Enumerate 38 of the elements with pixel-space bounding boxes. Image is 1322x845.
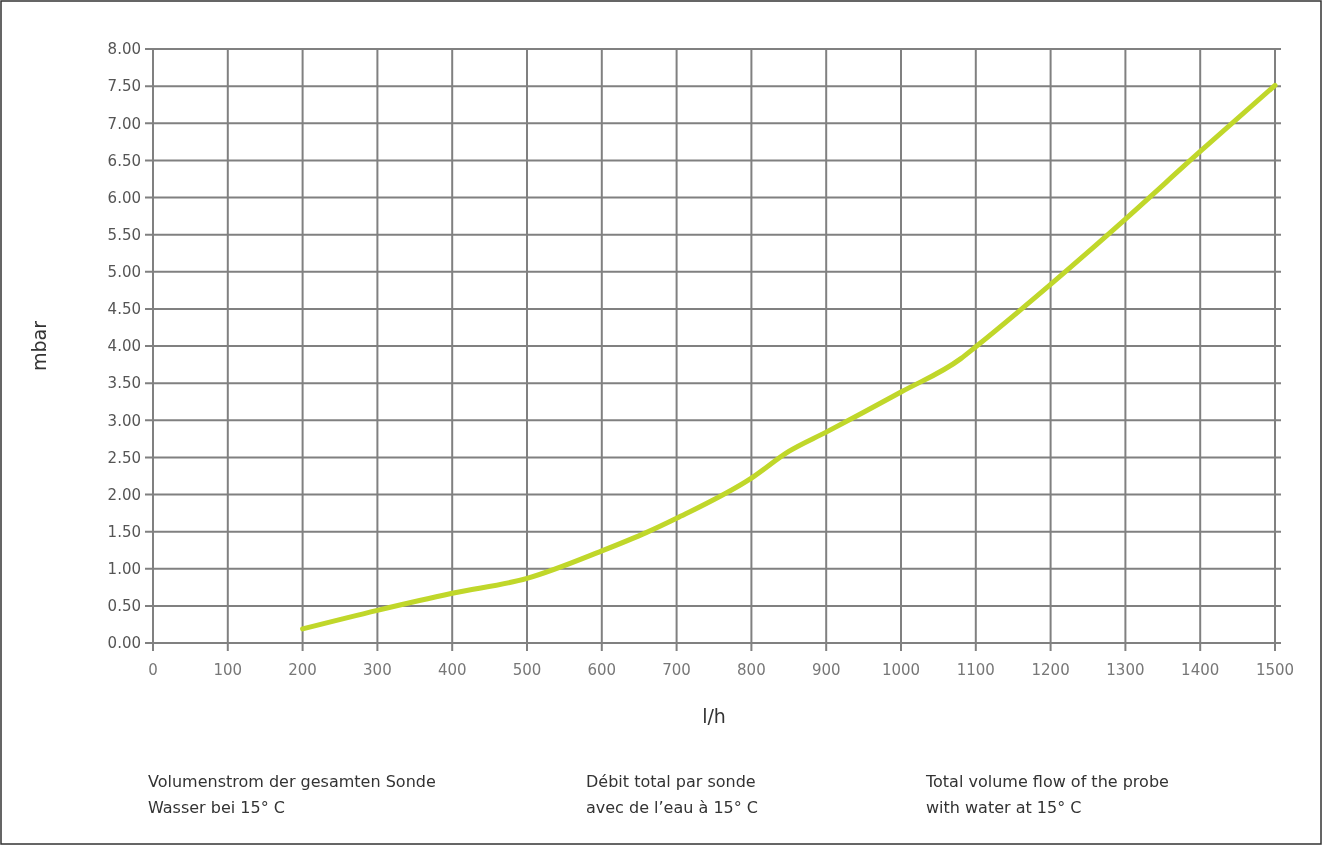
text: Débit total par sonde avec de l’eau à 15° C [586,772,758,817]
x-tick-label: 100 [213,661,243,679]
x-tick-label: 1100 [956,661,995,679]
text: Volumenstrom der gesamten Sonde Wasser bei 15° C [148,772,436,817]
y-tick-label: 7.50 [107,77,141,96]
y-tick-label: 2.50 [107,448,141,467]
x-tick-label: 0 [148,661,158,679]
x-tick-label: 1000 [881,661,921,679]
x-tick-label: 1300 [1106,661,1145,679]
y-tick-label: 3.00 [107,411,141,430]
y-tick-label: 5.50 [107,225,141,244]
x-tick-label: 300 [363,661,392,679]
y-tick-label: 0.50 [107,597,141,616]
x-tick-label: 500 [512,661,542,679]
x-tick-label: 200 [288,661,317,679]
y-tick-label: 1.00 [107,560,141,578]
x-axis-title: l/h [702,705,726,727]
y-tick-label: 3.50 [107,374,141,393]
x-tick-label: 1200 [1031,661,1070,679]
x-tick-label: 800 [737,661,766,679]
y-tick-label: 8.00 [107,40,141,59]
y-tick-label: 4.50 [107,300,141,319]
y-axis-title: mbar [28,320,50,372]
y-tick-label: 4.00 [107,337,141,356]
y-tick-label: 0.00 [107,634,141,653]
y-tick-label: 6.50 [107,151,141,170]
y-tick-label: 7.00 [107,114,141,133]
x-tick-label: 400 [437,661,467,679]
y-tick-label: 2.00 [107,485,141,504]
text: Total volume flow of the probe with water at 15° C [925,772,1169,817]
y-tick-label: 1.50 [107,522,141,541]
x-tick-label: 1400 [1181,661,1220,679]
x-tick-label: 700 [662,661,691,679]
y-tick-label: 6.00 [107,188,141,207]
x-tick-label: 1500 [1255,661,1295,679]
x-tick-label: 600 [587,661,617,679]
y-tick-label: 5.00 [107,263,141,281]
x-tick-label: 900 [811,661,841,679]
